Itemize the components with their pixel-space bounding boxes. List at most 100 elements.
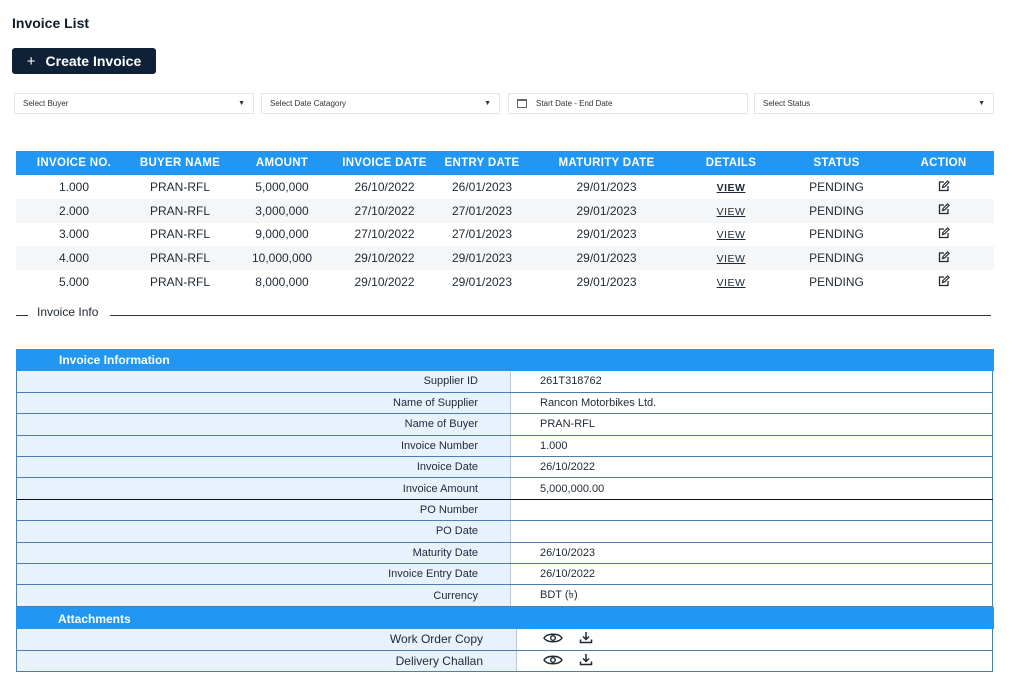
info-label: Invoice Amount [16,477,511,500]
caret-down-icon: ▼ [484,100,491,107]
eye-icon[interactable] [543,654,563,669]
select-status-dropdown[interactable]: Select Status ▼ [754,93,994,114]
caret-down-icon: ▼ [238,100,245,107]
calendar-icon [517,99,527,108]
info-value: 5,000,000.00 [510,477,993,500]
info-label: Name of Supplier [16,392,511,415]
invoice-information-header: Invoice Information [16,349,994,371]
info-label: PO Number [16,499,511,522]
cell-details: VIEW [682,222,780,247]
table-row[interactable]: 4.000 PRAN-RFL 10,000,000 29/10/2022 29/… [16,246,994,271]
cell-amount: 10,000,000 [228,246,336,271]
plus-icon: + [26,52,36,70]
create-invoice-button[interactable]: + Create Invoice [12,48,156,74]
create-invoice-label: Create Invoice [45,53,142,69]
cell-status: PENDING [780,175,893,199]
info-row: Maturity Date 26/10/2023 [16,542,993,565]
download-icon[interactable] [579,653,593,669]
info-value: PRAN-RFL [510,413,993,436]
cell-entry-date: 27/01/2023 [433,222,531,247]
download-icon[interactable] [579,631,593,647]
date-range-input[interactable]: Start Date - End Date [508,93,748,114]
cell-maturity-date: 29/01/2023 [531,246,682,271]
col-buyer-name[interactable]: BUYER NAME [132,151,228,175]
cell-amount: 5,000,000 [228,175,336,199]
view-link[interactable]: VIEW [716,229,746,242]
info-row: Invoice Date 26/10/2022 [16,456,993,479]
view-link[interactable]: VIEW [716,181,746,194]
col-status[interactable]: STATUS [780,151,893,175]
col-action: ACTION [893,151,994,175]
invoice-information-table: Supplier ID 261T318762 Name of Supplier Ra… [16,371,993,607]
info-row: PO Number [16,499,993,522]
info-value: 1.000 [510,435,993,458]
cell-entry-date: 29/01/2023 [433,270,531,294]
cell-action [893,198,994,223]
view-link[interactable]: VIEW [716,277,746,290]
cell-buyer: PRAN-RFL [132,270,228,294]
cell-invoice-no: 4.000 [16,246,132,271]
cell-action [893,270,994,294]
info-label: PO Date [16,520,511,543]
info-row: Name of Supplier Rancon Motorbikes Ltd. [16,392,993,415]
view-link[interactable]: VIEW [716,253,746,266]
cell-buyer: PRAN-RFL [132,175,228,199]
cell-maturity-date: 29/01/2023 [531,270,682,294]
attachments-table: Work Order Copy Delivery Challan [16,628,993,673]
info-row: PO Date [16,520,993,543]
cell-invoice-no: 5.000 [16,270,132,294]
info-label: Invoice Date [16,456,511,479]
cell-details: VIEW [682,270,780,294]
info-row: Currency BDT (৳) [16,584,993,607]
cell-invoice-date: 29/10/2022 [336,270,433,294]
date-range-placeholder: Start Date - End Date [536,99,613,108]
edit-icon[interactable] [938,274,950,290]
cell-status: PENDING [780,270,893,294]
view-link[interactable]: VIEW [716,205,746,218]
info-row: Invoice Entry Date 26/10/2022 [16,563,993,586]
col-maturity-date[interactable]: MATURITY DATE [531,151,682,175]
cell-details: VIEW [682,175,780,199]
attachment-row: Delivery Challan [16,650,993,673]
page-title: Invoice List [12,15,90,31]
select-date-category-dropdown[interactable]: Select Date Catagory ▼ [261,93,500,114]
info-value: 26/10/2023 [510,542,993,565]
cell-invoice-no: 2.000 [16,198,132,223]
edit-icon[interactable] [938,179,950,195]
edit-icon[interactable] [938,203,950,218]
info-value: 261T318762 [510,371,993,393]
table-row[interactable]: 3.000 PRAN-RFL 9,000,000 27/10/2022 27/0… [16,222,994,247]
info-label: Name of Buyer [16,413,511,436]
edit-icon[interactable] [938,251,950,266]
cell-status: PENDING [780,246,893,271]
attachment-row: Work Order Copy [16,628,993,651]
attachment-actions [516,650,993,673]
cell-entry-date: 26/01/2023 [433,175,531,199]
invoice-table: INVOICE NO. BUYER NAME AMOUNT INVOICE DA… [16,151,994,294]
caret-down-icon: ▼ [978,100,985,107]
eye-icon[interactable] [543,632,563,647]
table-row[interactable]: 5.000 PRAN-RFL 8,000,000 29/10/2022 29/0… [16,270,994,294]
table-row[interactable]: 1.000 PRAN-RFL 5,000,000 26/10/2022 26/0… [16,175,994,199]
attachments-header: Attachments [16,606,994,629]
cell-amount: 8,000,000 [228,270,336,294]
table-row[interactable]: 2.000 PRAN-RFL 3,000,000 27/10/2022 27/0… [16,198,994,223]
col-entry-date[interactable]: ENTRY DATE [433,151,531,175]
col-invoice-no[interactable]: INVOICE NO. [16,151,132,175]
cell-invoice-date: 26/10/2022 [336,175,433,199]
cell-action [893,222,994,247]
cell-buyer: PRAN-RFL [132,222,228,247]
invoice-info-label: Invoice Info [37,305,99,319]
edit-icon[interactable] [938,227,950,242]
info-label: Invoice Entry Date [16,563,511,586]
cell-buyer: PRAN-RFL [132,198,228,223]
col-amount[interactable]: AMOUNT [228,151,336,175]
info-label: Invoice Number [16,435,511,458]
col-details: DETAILS [682,151,780,175]
cell-action [893,175,994,199]
cell-entry-date: 29/01/2023 [433,246,531,271]
info-label: Supplier ID [16,371,511,393]
select-buyer-dropdown[interactable]: Select Buyer ▼ [14,93,254,114]
col-invoice-date[interactable]: INVOICE DATE [336,151,433,175]
info-value: Rancon Motorbikes Ltd. [510,392,993,415]
